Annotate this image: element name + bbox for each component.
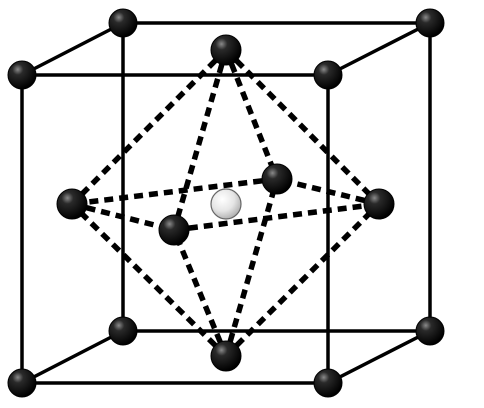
corner-atom-back-top-right [415,8,445,38]
cube-edge-bottom-right-depth [326,329,432,385]
corner-atom-front-top-left [7,60,37,90]
cube-edge-top-left-depth [20,21,125,77]
face-atom-back [261,163,293,195]
face-atom-front [158,214,190,246]
face-atom-bottom [210,340,242,372]
cube-edge-bottom-left-depth [20,329,125,385]
oct-edge-bottom-right [224,202,381,358]
cube-edge-top-right-depth [326,21,432,77]
face-atom-right [363,188,395,220]
face-center-atoms [56,34,395,372]
oct-edge-bottom-front [171,228,229,358]
oct-edge-bottom-back [223,178,280,357]
corner-atom-back-top-left [108,8,138,38]
oct-edge-bottom-left [70,202,228,358]
corner-atom-front-bottom-left [7,368,37,398]
oct-edge-top-right [224,48,381,206]
oct-edge-top-left [70,48,228,206]
body-center-atom [210,188,242,220]
corner-atoms [7,8,445,398]
corner-atom-back-bottom-left [108,316,138,346]
oct-edge-top-front [171,49,229,231]
corner-atom-back-bottom-right [415,316,445,346]
face-atom-top [210,34,242,66]
oct-edge-right-back [276,176,380,207]
oct-edge-back-left [71,176,278,207]
oct-edge-front-right [173,201,380,233]
corner-atom-front-bottom-right [313,368,343,398]
oct-edge-top-back [223,48,280,181]
oct-edge-left-front [71,201,175,233]
body-center-atom-group [210,188,242,220]
corner-atom-front-top-right [313,60,343,90]
octahedron-edges [70,48,381,358]
cube-edges [20,21,432,385]
face-atom-left [56,188,88,220]
